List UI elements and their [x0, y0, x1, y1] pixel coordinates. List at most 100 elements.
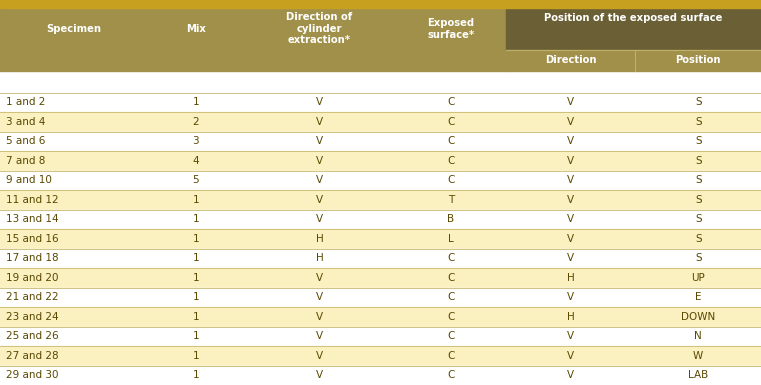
Bar: [506, 0, 761, 50]
Text: 13 and 14: 13 and 14: [6, 214, 59, 224]
Text: S: S: [695, 117, 702, 127]
Bar: [0, 190, 761, 209]
Text: Direction of
cylinder
extraction*: Direction of cylinder extraction*: [286, 12, 353, 45]
Text: 1: 1: [193, 292, 199, 302]
Bar: [0, 112, 761, 132]
Text: V: V: [567, 292, 575, 302]
Text: V: V: [316, 292, 323, 302]
Text: T: T: [447, 195, 454, 205]
Text: 3 and 4: 3 and 4: [6, 117, 46, 127]
Text: 5 and 6: 5 and 6: [6, 136, 46, 146]
Bar: [0, 171, 761, 190]
Text: Direction: Direction: [545, 55, 597, 65]
Text: B: B: [447, 214, 454, 224]
Text: V: V: [567, 117, 575, 127]
Text: C: C: [447, 117, 454, 127]
Text: 1: 1: [193, 351, 199, 361]
Text: V: V: [316, 97, 323, 107]
Text: S: S: [695, 136, 702, 146]
Text: V: V: [567, 97, 575, 107]
Text: DOWN: DOWN: [681, 312, 715, 322]
Text: LAB: LAB: [688, 370, 708, 380]
Text: 1: 1: [193, 195, 199, 205]
Text: V: V: [316, 312, 323, 322]
Text: 1: 1: [193, 253, 199, 263]
Text: V: V: [316, 331, 323, 341]
Text: 3: 3: [193, 136, 199, 146]
Text: V: V: [567, 370, 575, 380]
Text: V: V: [567, 234, 575, 244]
Text: 1 and 2: 1 and 2: [6, 97, 46, 107]
Text: Specimen: Specimen: [46, 24, 102, 34]
Text: 1: 1: [193, 273, 199, 283]
Text: 25 and 26: 25 and 26: [6, 331, 59, 341]
Bar: [0, 229, 761, 249]
Text: L: L: [448, 234, 454, 244]
Bar: [0, 326, 761, 346]
Text: 29 and 30: 29 and 30: [6, 370, 59, 380]
Text: C: C: [447, 312, 454, 322]
Text: W: W: [693, 351, 703, 361]
Text: 27 and 28: 27 and 28: [6, 351, 59, 361]
Text: Position: Position: [676, 55, 721, 65]
Text: V: V: [316, 156, 323, 166]
Text: C: C: [447, 351, 454, 361]
Text: 21 and 22: 21 and 22: [6, 292, 59, 302]
Text: N: N: [694, 331, 702, 341]
Text: S: S: [695, 156, 702, 166]
Bar: [0, 346, 761, 365]
Text: V: V: [567, 351, 575, 361]
Text: 15 and 16: 15 and 16: [6, 234, 59, 244]
Text: 1: 1: [193, 331, 199, 341]
Text: C: C: [447, 175, 454, 185]
Text: V: V: [567, 195, 575, 205]
Text: S: S: [695, 214, 702, 224]
Text: H: H: [567, 312, 575, 322]
Text: C: C: [447, 370, 454, 380]
Text: V: V: [316, 214, 323, 224]
Text: V: V: [567, 156, 575, 166]
Text: 17 and 18: 17 and 18: [6, 253, 59, 263]
Text: H: H: [567, 273, 575, 283]
Text: E: E: [695, 292, 702, 302]
Text: V: V: [567, 214, 575, 224]
Text: 23 and 24: 23 and 24: [6, 312, 59, 322]
Text: 19 and 20: 19 and 20: [6, 273, 59, 283]
Text: C: C: [447, 136, 454, 146]
Text: V: V: [316, 117, 323, 127]
Text: V: V: [567, 253, 575, 263]
Bar: [0, 132, 761, 151]
Text: V: V: [567, 175, 575, 185]
Text: UP: UP: [691, 273, 705, 283]
Text: V: V: [316, 195, 323, 205]
Text: C: C: [447, 273, 454, 283]
Bar: [0, 249, 761, 268]
Text: 7 and 8: 7 and 8: [6, 156, 46, 166]
Text: Exposed
surface*: Exposed surface*: [427, 18, 475, 40]
Bar: [0, 0, 761, 8]
Text: S: S: [695, 253, 702, 263]
Text: V: V: [316, 136, 323, 146]
Text: 1: 1: [193, 370, 199, 380]
Bar: [0, 288, 761, 307]
Text: V: V: [316, 370, 323, 380]
Text: 4: 4: [193, 156, 199, 166]
Bar: [0, 0, 506, 71]
Text: 5: 5: [193, 175, 199, 185]
Bar: [0, 93, 761, 112]
Text: 1: 1: [193, 312, 199, 322]
Text: C: C: [447, 292, 454, 302]
Text: V: V: [316, 273, 323, 283]
Bar: [0, 307, 761, 326]
Bar: [0, 151, 761, 171]
Bar: [0, 209, 761, 229]
Text: 1: 1: [193, 234, 199, 244]
Bar: [0, 365, 761, 385]
Text: V: V: [316, 351, 323, 361]
Text: H: H: [316, 234, 323, 244]
Text: S: S: [695, 195, 702, 205]
Text: S: S: [695, 234, 702, 244]
Text: S: S: [695, 97, 702, 107]
Text: C: C: [447, 253, 454, 263]
Text: 2: 2: [193, 117, 199, 127]
